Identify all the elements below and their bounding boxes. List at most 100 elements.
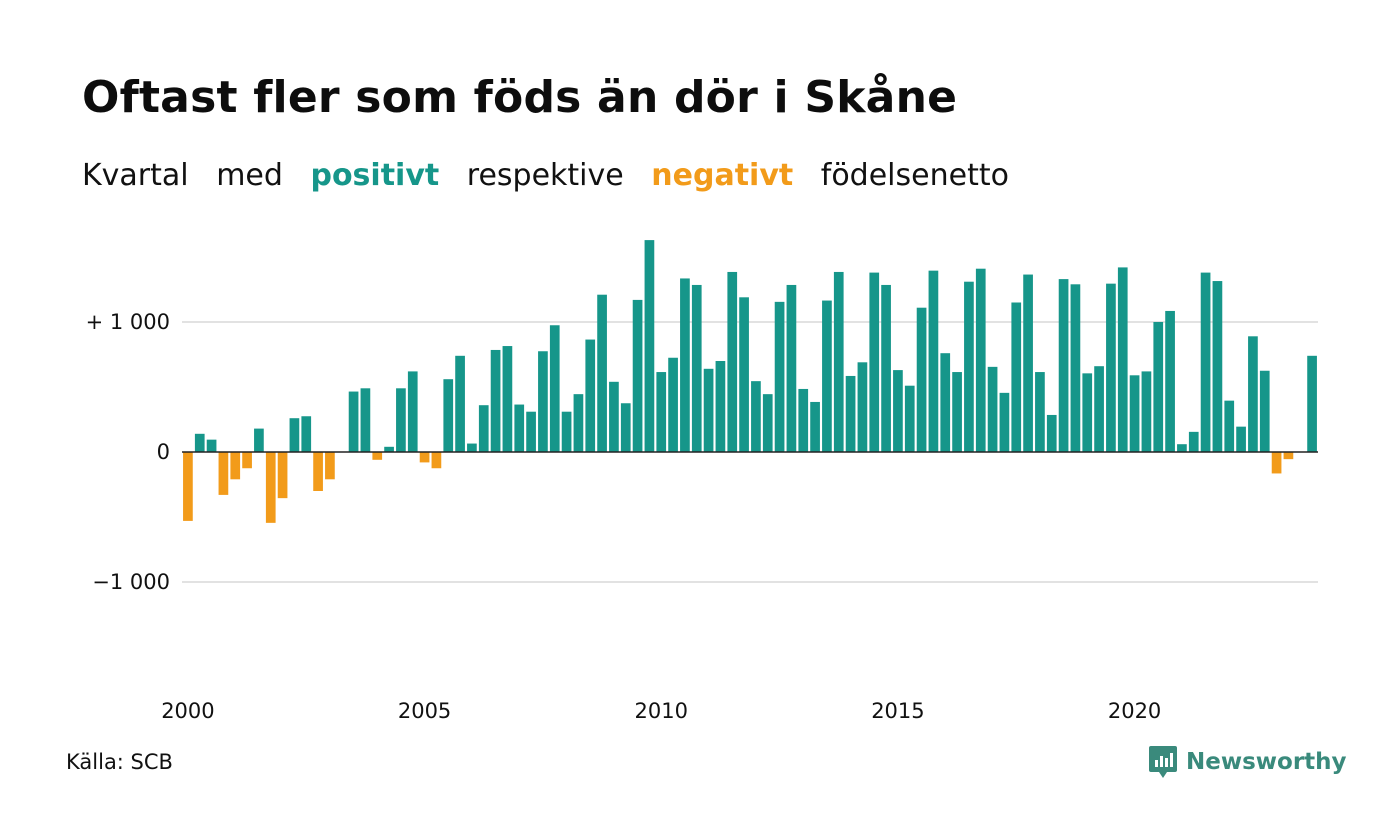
x-tick-label: 2000 bbox=[161, 699, 214, 723]
bar-2003K4 bbox=[360, 388, 371, 452]
bar-2016K1 bbox=[940, 353, 951, 452]
bar-2001K2 bbox=[242, 452, 252, 469]
bar-chart: + 1 000 0 −1 000 2000 2005 2010 2015 2020 bbox=[86, 240, 1318, 723]
bar-2022K3 bbox=[1248, 336, 1258, 452]
y-tick-label: −1 000 bbox=[92, 570, 170, 594]
bar-2013K3 bbox=[822, 300, 832, 452]
bar-2010K2 bbox=[668, 357, 678, 452]
bar-2009K4 bbox=[644, 240, 655, 452]
bar-2018K3 bbox=[1058, 279, 1069, 452]
bar-2001K1 bbox=[230, 452, 241, 480]
bar-2018K1 bbox=[1035, 372, 1045, 452]
bar-2011K4 bbox=[739, 297, 749, 452]
bar-2021K1 bbox=[1177, 444, 1187, 452]
bar-2010K1 bbox=[656, 372, 667, 452]
bar-2014K3 bbox=[869, 272, 880, 452]
bar-2023K1 bbox=[1271, 452, 1282, 474]
chart-title: Oftast fler som föds än dör i Skåne bbox=[82, 72, 958, 123]
grid-layer bbox=[182, 321, 1318, 583]
bar-2010K3 bbox=[680, 278, 690, 452]
bar-2004K3 bbox=[396, 388, 406, 452]
bar-2017K2 bbox=[999, 392, 1010, 452]
brand-logo: Newsworthy bbox=[1148, 744, 1347, 780]
bar-2007K1 bbox=[514, 404, 525, 452]
bar-2009K1 bbox=[609, 381, 619, 452]
bar-2001K3 bbox=[254, 428, 264, 452]
bar-2019K2 bbox=[1094, 366, 1104, 452]
bar-2021K2 bbox=[1188, 431, 1199, 452]
bar-2017K3 bbox=[1011, 302, 1022, 452]
bar-2006K2 bbox=[478, 405, 489, 452]
bar-2000K2 bbox=[194, 433, 205, 452]
bar-2012K3 bbox=[774, 301, 785, 452]
bar-2002K1 bbox=[277, 452, 288, 499]
bar-2008K4 bbox=[597, 294, 607, 452]
bar-2012K1 bbox=[751, 381, 761, 452]
bar-2007K2 bbox=[526, 411, 536, 452]
bar-2021K3 bbox=[1200, 272, 1211, 452]
bar-2004K4 bbox=[407, 371, 418, 452]
bar-2018K2 bbox=[1046, 414, 1057, 452]
bar-2008K3 bbox=[585, 339, 596, 452]
chart-subtitle: Kvartal med positivt respektive negativt… bbox=[82, 158, 1027, 193]
y-tick-label: + 1 000 bbox=[86, 310, 170, 334]
bar-2017K4 bbox=[1023, 274, 1033, 452]
bar-2004K1 bbox=[372, 452, 383, 460]
bar-2011K1 bbox=[703, 368, 714, 452]
bar-2020K2 bbox=[1141, 371, 1152, 452]
bar-2015K2 bbox=[904, 385, 915, 452]
bar-2001K4 bbox=[265, 452, 276, 523]
x-tick-label: 2015 bbox=[871, 699, 924, 723]
bar-2008K1 bbox=[561, 411, 572, 452]
x-tick-label: 2005 bbox=[398, 699, 451, 723]
bar-2022K2 bbox=[1236, 426, 1246, 452]
bar-layer bbox=[183, 240, 1317, 523]
bar-2005K3 bbox=[443, 379, 454, 452]
bar-2007K3 bbox=[538, 351, 548, 452]
bar-2005K2 bbox=[431, 452, 442, 469]
subtitle-word-med: med bbox=[216, 158, 283, 193]
bar-2013K4 bbox=[833, 271, 844, 452]
bar-2019K3 bbox=[1106, 283, 1116, 452]
bar-2007K4 bbox=[549, 325, 560, 452]
subtitle-word-respektive: respektive bbox=[466, 158, 624, 193]
bar-2005K1 bbox=[419, 452, 430, 463]
bar-2020K1 bbox=[1129, 375, 1140, 452]
bar-2014K1 bbox=[845, 375, 856, 452]
bar-2022K1 bbox=[1224, 400, 1235, 452]
bar-2015K3 bbox=[916, 307, 927, 452]
bar-2006K1 bbox=[467, 443, 477, 452]
bar-2016K4 bbox=[975, 268, 986, 452]
bar-2014K2 bbox=[857, 362, 868, 452]
bar-2006K4 bbox=[502, 346, 513, 452]
bar-2016K2 bbox=[952, 372, 962, 452]
bar-2020K4 bbox=[1165, 310, 1175, 452]
bar-2019K4 bbox=[1117, 267, 1128, 452]
bar-2012K4 bbox=[786, 284, 797, 452]
subtitle-word-fodelsenetto: födelsenetto bbox=[820, 158, 1009, 193]
bar-2012K2 bbox=[762, 394, 773, 452]
bar-2014K4 bbox=[881, 284, 891, 452]
bar-2015K1 bbox=[893, 370, 903, 452]
bar-2018K4 bbox=[1070, 284, 1081, 452]
bar-2011K2 bbox=[715, 361, 726, 452]
subtitle-legend-positive: positivt bbox=[310, 158, 440, 193]
bar-2017K1 bbox=[987, 366, 998, 452]
bar-2002K4 bbox=[313, 452, 323, 491]
bar-2019K1 bbox=[1082, 373, 1093, 452]
source-note: Källa: SCB bbox=[66, 750, 173, 774]
bar-2013K2 bbox=[810, 401, 820, 452]
bar-2022K4 bbox=[1259, 370, 1270, 452]
bar-2005K4 bbox=[455, 355, 465, 452]
bar-2016K3 bbox=[964, 281, 974, 452]
bar-2008K2 bbox=[573, 394, 584, 452]
y-tick-label: 0 bbox=[157, 440, 170, 464]
bar-2020K3 bbox=[1153, 322, 1164, 452]
bar-2010K4 bbox=[691, 284, 702, 452]
bar-2006K3 bbox=[490, 349, 501, 452]
bar-2009K2 bbox=[620, 403, 631, 452]
subtitle-legend-negative: negativt bbox=[651, 158, 794, 193]
brand-name: Newsworthy bbox=[1186, 749, 1347, 775]
bar-2023K2 bbox=[1283, 452, 1294, 460]
x-tick-label: 2020 bbox=[1108, 699, 1161, 723]
